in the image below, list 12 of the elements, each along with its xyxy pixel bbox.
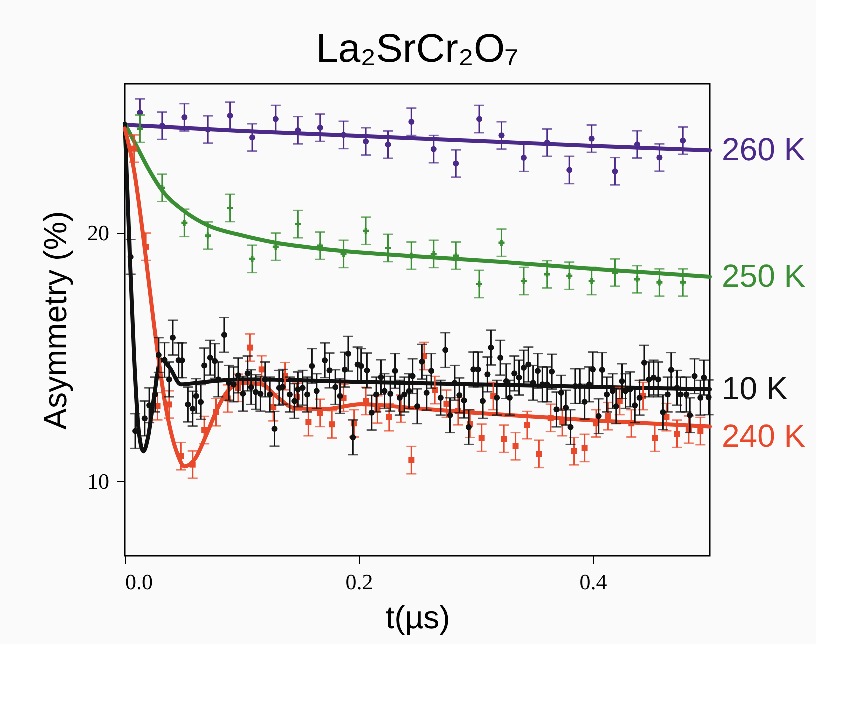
x-tick-label: 0.2 xyxy=(346,570,374,594)
y-tick-label: 20 xyxy=(88,220,110,246)
series-label: 260 K xyxy=(722,132,806,168)
y-tick-label: 10 xyxy=(88,468,110,494)
series-label: 250 K xyxy=(722,258,806,294)
x-axis-title: t(µs) xyxy=(386,600,450,636)
y-axis-title: Asymmetry (%) xyxy=(38,211,74,430)
x-tick-label: 0.0 xyxy=(126,570,153,594)
chart-title: La₂SrCr₂O₇ xyxy=(316,27,519,71)
series-label: 240 K xyxy=(722,418,806,454)
series-label: 10 K xyxy=(722,370,788,407)
x-tick-label: 0.4 xyxy=(580,570,608,594)
